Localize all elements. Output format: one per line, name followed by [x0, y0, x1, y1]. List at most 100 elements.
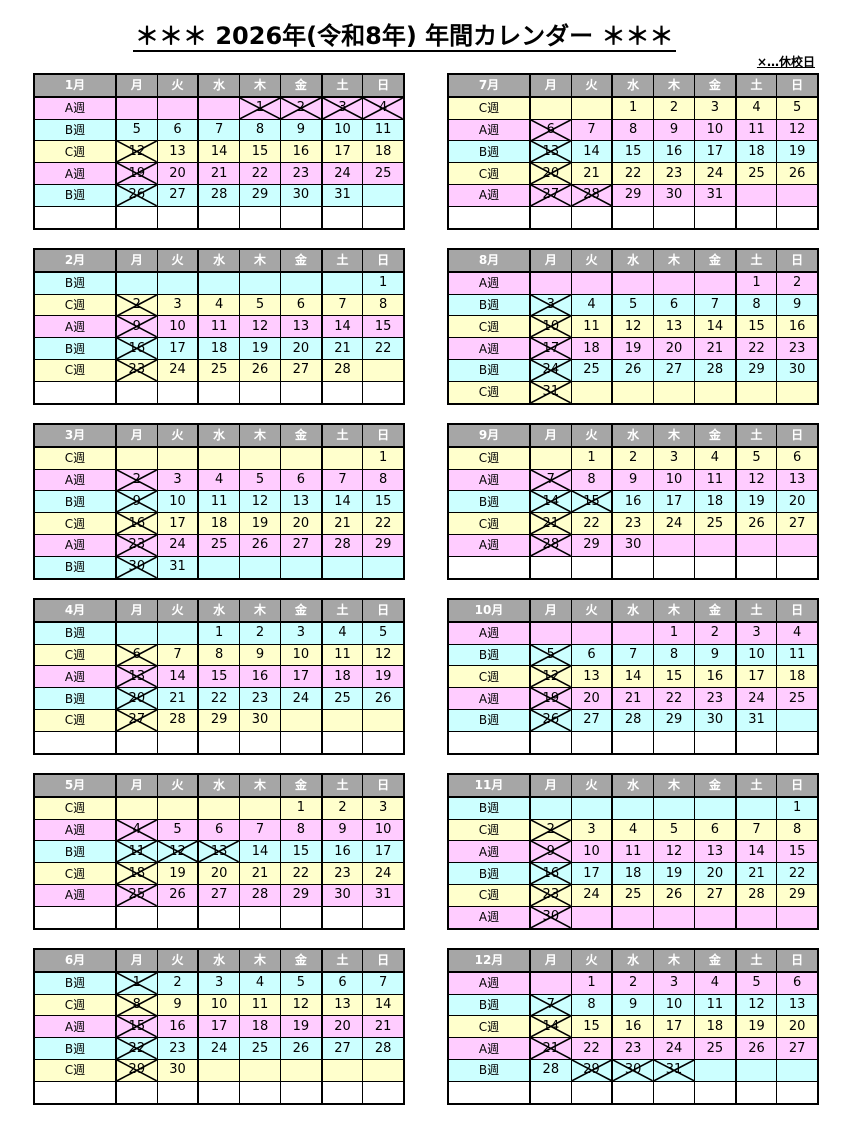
weekday-header: 日	[362, 948, 405, 973]
day-number: 11	[128, 843, 146, 859]
week-label: C週	[447, 380, 531, 405]
week-label: B週	[33, 183, 117, 207]
day-cell	[280, 446, 323, 470]
day-cell: 13	[280, 490, 323, 514]
day-cell: 11	[570, 315, 613, 339]
week-row: A週 2 3 4 5 6 7 8	[33, 468, 405, 492]
day-cell	[320, 905, 364, 930]
day-number: 2	[669, 100, 679, 116]
day-number: 29	[748, 362, 765, 378]
day-number: 24	[706, 165, 724, 181]
day-number: 1	[587, 975, 596, 991]
day-cell: 13	[280, 315, 323, 339]
weekday-header: 金	[694, 773, 737, 798]
day-number: 7	[710, 296, 720, 312]
day-cell: 15	[197, 665, 240, 689]
week-label: A週	[447, 621, 531, 645]
day-cell: 28	[238, 883, 282, 907]
day-cell	[528, 796, 572, 820]
day-number: 8	[793, 821, 802, 837]
day-cell: 30	[156, 1058, 199, 1082]
day-cell: 2	[320, 796, 364, 820]
week-label: C週	[447, 512, 531, 535]
day-number: 11	[706, 996, 724, 1012]
day-cell: 26	[734, 512, 778, 535]
day-number: 13	[542, 143, 560, 159]
weekday-header: 木	[238, 73, 282, 98]
weekday-header: 火	[156, 248, 199, 273]
day-cell: 31	[362, 883, 405, 907]
day-cell: 7	[570, 118, 613, 142]
week-label: C週	[33, 993, 117, 1017]
day-cell: 25	[197, 533, 240, 557]
day-number: 14	[374, 996, 392, 1012]
day-number: 14	[251, 843, 269, 859]
day-number: 15	[210, 668, 228, 684]
day-cell: 13	[570, 665, 613, 689]
day-number: 6	[296, 296, 306, 312]
day-number: 5	[628, 296, 638, 312]
day-cell	[734, 1080, 778, 1105]
day-number: 16	[706, 668, 724, 684]
day-number: 4	[587, 296, 596, 312]
week-row: C週 23 24 25 26 27 28	[33, 358, 405, 382]
weekday-header: 金	[280, 598, 323, 623]
day-cell: 12	[362, 643, 405, 667]
day-number: 27	[210, 887, 228, 903]
day-number: 28	[748, 887, 765, 903]
day-cell: 24	[694, 162, 737, 185]
day-cell: 11	[611, 840, 654, 864]
day-cell: 28	[156, 708, 199, 732]
day-number: 11	[748, 121, 765, 137]
day-cell	[611, 271, 654, 295]
day-cell	[776, 730, 819, 755]
day-number: 12	[292, 996, 310, 1012]
day-cell: 9	[611, 468, 654, 492]
day-number: 25	[251, 1040, 269, 1056]
day-cell: 21	[694, 337, 737, 360]
day-cell: 31	[694, 183, 737, 207]
day-number: 7	[255, 821, 265, 837]
day-cell: 27	[776, 1037, 819, 1060]
day-cell: 17	[156, 512, 199, 535]
day-cell: 27	[652, 358, 696, 382]
day-cell: 11	[197, 490, 240, 514]
day-cell: 13	[156, 140, 199, 164]
week-label: C週	[447, 162, 531, 185]
week-row: A週 27 28 29 30 31	[447, 183, 819, 207]
day-number: 23	[706, 690, 724, 706]
day-number: 16	[292, 143, 310, 159]
day-cell: 23	[611, 1037, 654, 1060]
day-number: 2	[546, 821, 555, 837]
weekday-header: 月	[114, 598, 158, 623]
day-cell: 21	[320, 512, 364, 535]
week-label	[33, 205, 117, 230]
day-number: 21	[210, 165, 228, 181]
month-table: 3月月火水木金土日 C週 1 A週 2 3 4 5 6 7 8 B週 9 10 11 12 13 14 15 C週 16…	[33, 423, 405, 580]
day-number: 8	[587, 471, 596, 487]
day-cell	[528, 730, 572, 755]
day-cell: 18	[197, 337, 240, 360]
day-cell	[156, 380, 199, 405]
day-cell: 17	[362, 840, 405, 864]
day-cell: 7	[320, 293, 364, 317]
day-cell-holiday: 6	[528, 118, 572, 142]
day-number: 27	[292, 362, 310, 378]
day-cell: 10	[156, 315, 199, 339]
day-cell: 12	[238, 490, 282, 514]
week-row: B週 11 12 13 14 15 16 17	[33, 840, 405, 864]
month-table: 2月月火水木金土日 B週 1 C週 2 3 4 5 6 7 8 A週 9 10 11 12 13 14 15 B週 16…	[33, 248, 405, 405]
week-row: C週 20 21 22 23 24 25 26	[447, 162, 819, 185]
week-label: C週	[447, 818, 531, 842]
day-number: 9	[710, 646, 720, 662]
day-cell: 14	[362, 993, 405, 1017]
day-cell: 5	[652, 818, 696, 842]
day-cell: 26	[238, 533, 282, 557]
day-cell: 9	[611, 993, 654, 1017]
day-number: 29	[251, 187, 269, 203]
day-number: 26	[748, 1040, 765, 1056]
day-cell: 26	[156, 883, 199, 907]
week-row: C週 31	[447, 380, 819, 405]
day-cell: 5	[362, 621, 405, 645]
day-cell: 15	[362, 490, 405, 514]
